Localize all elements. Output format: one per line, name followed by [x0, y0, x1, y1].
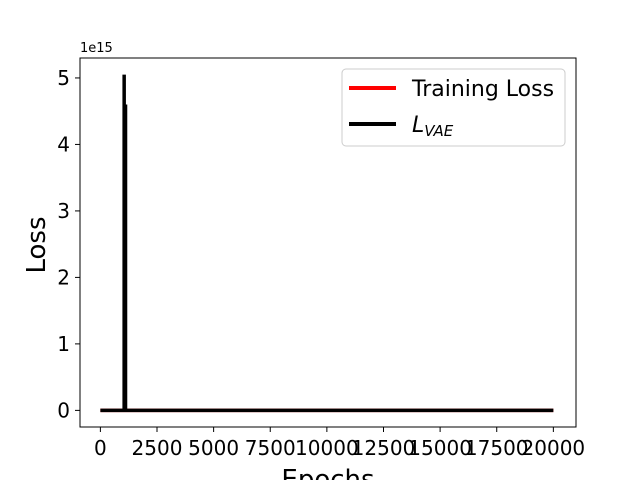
x-tick-label: 10000	[295, 436, 359, 460]
legend-label-l-vae: LVAE	[412, 113, 454, 140]
y-tick-label: 0	[57, 398, 70, 422]
legend-label-training-loss: Training Loss	[411, 77, 554, 102]
y-tick-label: 3	[57, 199, 70, 223]
x-tick-label: 12500	[352, 436, 416, 460]
x-tick-label: 5000	[188, 436, 239, 460]
legend-label-l-vae-sub: VAE	[424, 122, 454, 140]
x-tick-label: 15000	[408, 436, 472, 460]
y-offset-label: 1e15	[80, 41, 113, 56]
plot-frame	[79, 57, 577, 428]
y-tick-label: 1	[57, 332, 70, 356]
x-tick-label: 17500	[465, 436, 529, 460]
x-tick-label: 2500	[132, 436, 183, 460]
legend-label-l-vae-main: L	[412, 113, 424, 138]
y-axis-label: Loss	[22, 216, 52, 273]
legend: Training Loss LVAE	[341, 68, 566, 147]
x-axis-label: Epochs	[281, 465, 374, 480]
y-axis-ticks: 0 1 2 3 4 5	[57, 66, 80, 422]
legend-box	[341, 68, 566, 147]
series-layer	[100, 74, 554, 413]
y-tick-label: 2	[57, 265, 70, 289]
x-tick-label: 7500	[245, 436, 296, 460]
series-line-l-vae	[100, 74, 554, 413]
x-tick-label: 20000	[522, 436, 586, 460]
y-tick-label: 4	[57, 132, 70, 156]
x-tick-label: 0	[94, 436, 107, 460]
y-tick-label: 5	[57, 66, 70, 90]
